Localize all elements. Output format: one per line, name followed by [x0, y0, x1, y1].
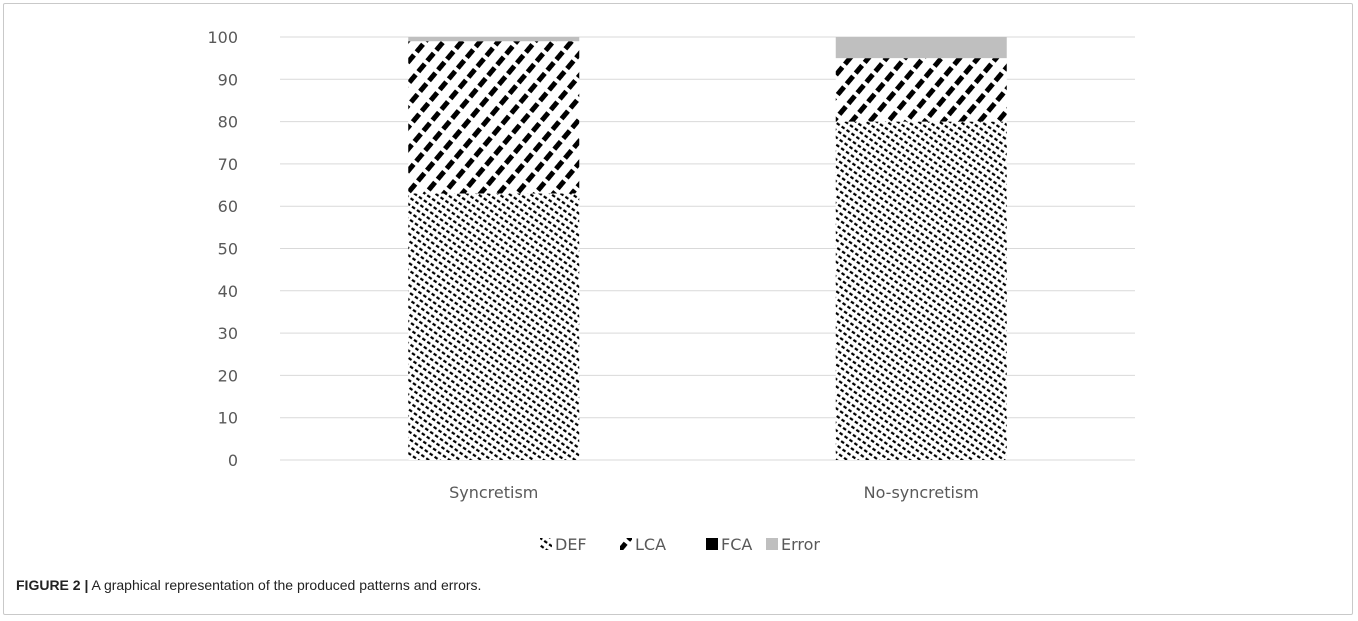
legend-label-error: Error	[781, 535, 820, 554]
bar-segment-def-syncretism	[408, 193, 580, 460]
caption-label: FIGURE 2 |	[16, 577, 89, 593]
y-tick-label: 70	[218, 155, 238, 174]
y-tick-label: 60	[218, 197, 238, 216]
y-tick-label: 10	[218, 409, 238, 428]
y-tick-label: 40	[218, 282, 238, 301]
legend-swatch-error	[766, 538, 778, 550]
bar-segment-lca-syncretism	[408, 41, 580, 194]
x-tick-label: Syncretism	[449, 483, 538, 502]
y-tick-label: 50	[218, 240, 238, 259]
legend-label-def: DEF	[555, 535, 587, 554]
legend-swatch-fca	[706, 538, 718, 550]
bar-segment-lca-no-syncretism	[835, 58, 1007, 122]
figure-frame	[3, 3, 1353, 615]
y-tick-label: 90	[218, 70, 238, 89]
legend-swatch-def	[540, 538, 552, 550]
y-tick-label: 100	[207, 28, 238, 47]
x-tick-label: No-syncretism	[864, 483, 979, 502]
legend-label-lca: LCA	[635, 535, 666, 554]
y-tick-label: 80	[218, 113, 238, 132]
bar-segment-def-no-syncretism	[835, 121, 1007, 460]
bar-segment-error-syncretism	[408, 37, 580, 42]
caption-text: A graphical representation of the produc…	[88, 577, 482, 593]
y-tick-label: 30	[218, 324, 238, 343]
y-tick-label: 0	[228, 451, 238, 470]
y-tick-label: 20	[218, 366, 238, 385]
legend-label-fca: FCA	[721, 535, 752, 554]
legend-swatch-lca	[620, 538, 632, 550]
figure-caption: FIGURE 2 | A graphical representation of…	[16, 577, 481, 593]
bar-segment-error-no-syncretism	[835, 37, 1007, 59]
